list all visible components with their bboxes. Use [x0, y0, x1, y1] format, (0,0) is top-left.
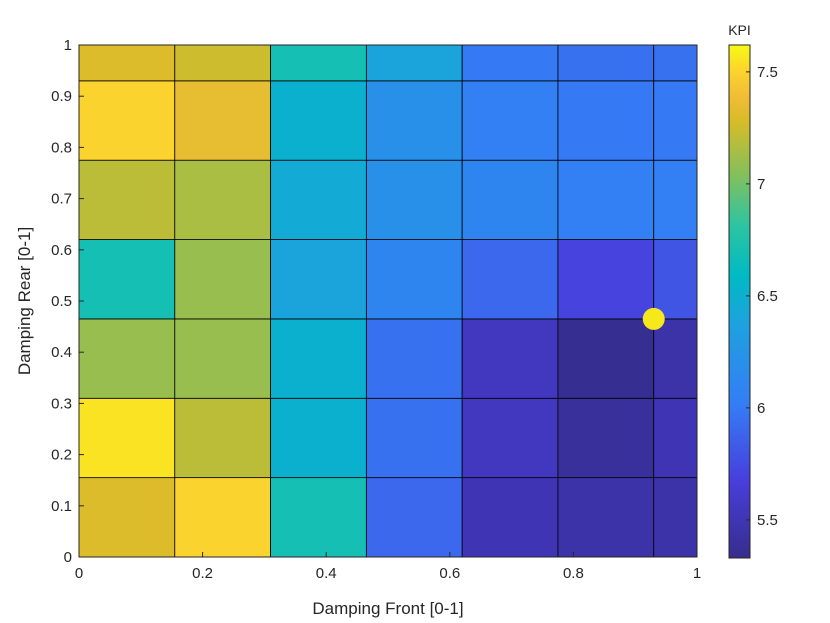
heatmap-cell	[557, 318, 655, 399]
heatmap-cell	[270, 44, 367, 82]
heatmap-cell	[365, 477, 463, 558]
x-tick-label: 0.2	[192, 565, 213, 582]
y-tick-label: 0.9	[51, 88, 72, 105]
heatmap-cell	[461, 477, 559, 558]
x-tick-label: 0.8	[563, 565, 584, 582]
heatmap-cell	[78, 318, 176, 399]
x-tick-label: 0.4	[316, 565, 337, 582]
colorbar-tick-label: 5.5	[757, 512, 778, 529]
heatmap-cell	[270, 80, 367, 161]
heatmap-cell	[270, 239, 367, 320]
y-tick-label: 0.7	[51, 191, 72, 208]
heatmap-cell	[174, 80, 271, 161]
heatmap-cell	[557, 44, 655, 82]
colorbar	[728, 44, 751, 559]
x-axis-ticks: 0 0.2 0.4 0.6 0.8 1	[75, 552, 701, 582]
heatmap-cell	[461, 239, 559, 320]
x-tick-label: 1	[693, 565, 701, 582]
heatmap-cell	[174, 44, 271, 82]
heatmap-cell	[653, 477, 698, 558]
heatmap-cell	[653, 318, 698, 399]
heatmap-cell	[78, 80, 176, 161]
heatmap-cell	[174, 159, 271, 240]
heatmap-cell	[365, 318, 463, 399]
heatmap-cell	[365, 44, 463, 82]
y-tick-label: 0.8	[51, 139, 72, 156]
y-tick-label: 0.3	[51, 395, 72, 412]
x-axis-label: Damping Front [0-1]	[312, 599, 463, 618]
y-tick-label: 0.6	[51, 242, 72, 259]
heatmap-cell	[270, 397, 367, 479]
y-axis-ticks: 0 0.1 0.2 0.3 0.4 0.5 0.6 0.7 0.8 0.9 1	[51, 37, 84, 566]
heatmap-cell	[78, 397, 176, 479]
heatmap-cell	[174, 318, 271, 399]
heatmap-cells	[78, 44, 698, 558]
heatmap-cell	[365, 239, 463, 320]
colorbar-ticks: 5.5 6 6.5 7 7.5	[746, 64, 778, 529]
heatmap-cell	[365, 159, 463, 240]
heatmap-cell	[653, 159, 698, 240]
heatmap-cell	[78, 239, 176, 320]
heatmap-cell	[557, 397, 655, 479]
optimum-marker	[642, 307, 665, 330]
heatmap-cell	[270, 318, 367, 399]
heatmap-cell	[174, 477, 271, 558]
colorbar-tick-label: 7.5	[757, 64, 778, 81]
heatmap-cell	[461, 159, 559, 240]
x-tick-label: 0.6	[439, 565, 460, 582]
heatmap-cell	[270, 477, 367, 558]
heatmap-cell	[557, 159, 655, 240]
heatmap-cell	[653, 44, 698, 82]
y-axis-label: Damping Rear [0-1]	[15, 227, 34, 375]
heatmap-cell	[557, 239, 655, 320]
heatmap-cell	[174, 397, 271, 479]
y-tick-label: 1	[64, 37, 72, 54]
heatmap-cell	[557, 80, 655, 161]
heatmap-cell	[461, 44, 559, 82]
heatmap-cell	[365, 397, 463, 479]
heatmap-cell	[174, 239, 271, 320]
y-tick-label: 0.2	[51, 447, 72, 464]
heatmap-cell	[461, 397, 559, 479]
colorbar-tick-label: 6.5	[757, 288, 778, 305]
y-tick-label: 0.1	[51, 498, 72, 515]
heatmap-cell	[78, 159, 176, 240]
heatmap-cell	[270, 159, 367, 240]
y-tick-label: 0.4	[51, 344, 72, 361]
colorbar-title: KPI	[728, 22, 751, 38]
heatmap-cell	[365, 80, 463, 161]
heatmap-cell	[461, 80, 559, 161]
y-tick-label: 0.5	[51, 293, 72, 310]
heatmap-cell	[557, 477, 655, 558]
colorbar-tick-label: 7	[757, 176, 765, 193]
y-tick-label: 0	[64, 549, 72, 566]
heatmap-cell	[461, 318, 559, 399]
heatmap-cell	[653, 397, 698, 479]
heatmap-cell	[78, 44, 176, 82]
heatmap-cell	[653, 80, 698, 161]
heatmap-cell	[653, 239, 698, 320]
heatmap-cell	[78, 477, 176, 558]
colorbar-tick-label: 6	[757, 400, 765, 417]
x-tick-label: 0	[75, 565, 83, 582]
